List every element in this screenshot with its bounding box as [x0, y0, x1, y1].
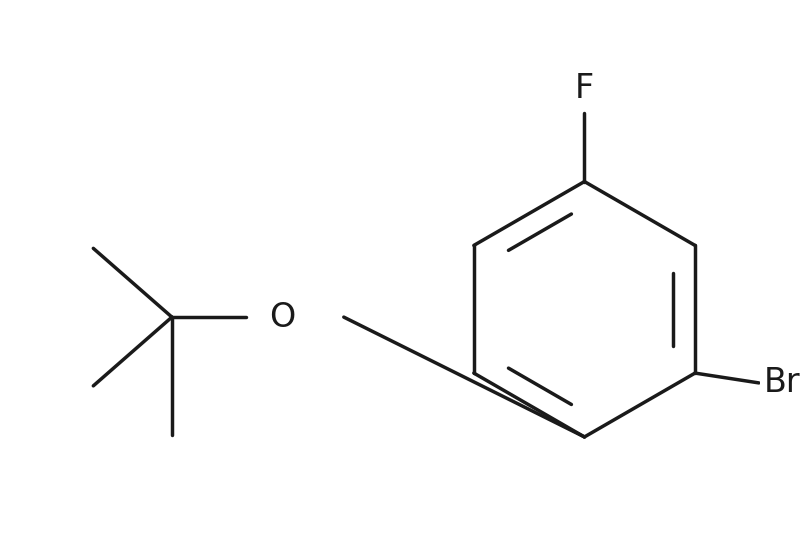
- Text: O: O: [268, 301, 295, 334]
- Text: F: F: [574, 72, 593, 105]
- Text: Br: Br: [763, 366, 800, 400]
